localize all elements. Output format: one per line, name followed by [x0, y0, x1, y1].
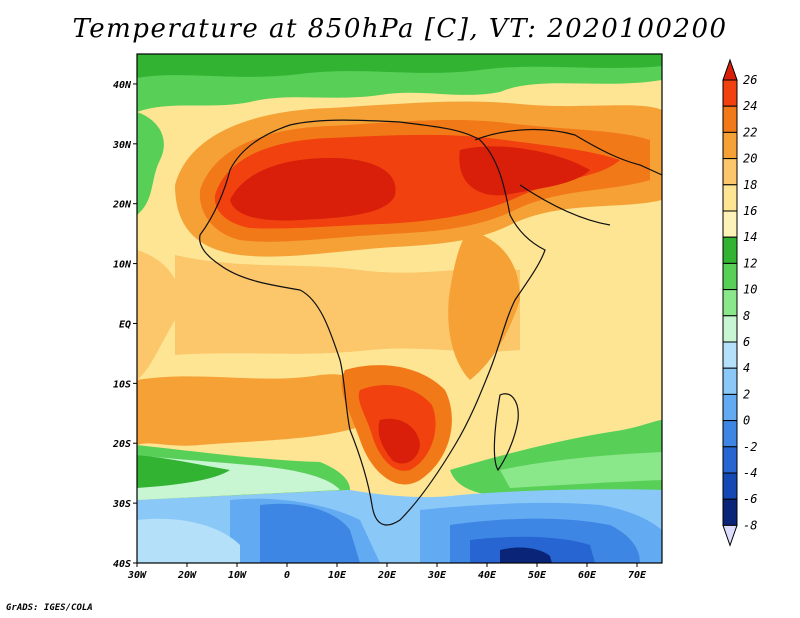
colorbar-label: 12 [743, 256, 757, 270]
x-tick-label: 10W [228, 570, 247, 581]
y-tick-label: 10S [113, 379, 131, 390]
colorbar-label: 8 [743, 309, 750, 323]
colorbar-swatch [722, 236, 738, 264]
colorbar-swatch [722, 289, 738, 317]
colorbar-swatch [722, 393, 738, 422]
colorbar-swatch [722, 79, 738, 107]
x-tick-label: 30E [427, 570, 447, 581]
colorbar-swatch [722, 131, 738, 160]
colorbar-top-arrow [722, 58, 738, 81]
y-tick-label: 40N [113, 80, 132, 91]
colorbar-swatch [722, 105, 738, 133]
colorbar-label: 18 [743, 178, 757, 192]
colorbar-label: 6 [743, 335, 750, 349]
colorbar-label: -2 [743, 440, 757, 454]
y-tick-label: EQ [119, 319, 131, 330]
colorbar-label: 22 [743, 125, 757, 139]
x-tick-label: 0 [284, 570, 290, 581]
x-tick-label: 20W [177, 570, 197, 581]
grads-credit: GrADS: IGES/COLA [6, 603, 93, 613]
y-tick-label: 30S [112, 499, 131, 510]
plot-title: Temperature at 850hPa [C], VT: 202010020… [72, 14, 728, 44]
colorbar-swatch [722, 210, 738, 238]
x-tick-label: 40E [478, 570, 497, 581]
colorbar-swatch [722, 158, 738, 186]
y-tick-label: 30N [112, 140, 132, 151]
map-frame [136, 53, 663, 564]
colorbar-label: 16 [743, 204, 757, 218]
colorbar-label: 20 [743, 152, 757, 166]
colorbar-label: 10 [743, 283, 757, 297]
y-axis: 40N 30N 20N 10N EQ 10S 20S 30S 40S [112, 80, 137, 570]
colorbar-swatch [722, 420, 738, 448]
colorbar-label: 0 [743, 414, 750, 428]
y-tick-label: 10N [113, 260, 132, 271]
x-axis: 30W 20W 10W 0 10E 20E 30E 40E 50E 60E 70E [127, 563, 647, 581]
y-tick-label: 20N [112, 200, 132, 211]
colorbar-swatch [722, 498, 738, 526]
x-tick-label: 70E [628, 570, 647, 581]
colorbar-bottom-arrow [722, 524, 738, 547]
coastline [199, 119, 662, 526]
colorbar-swatch [722, 446, 738, 474]
x-tick-label: 20E [377, 570, 397, 581]
colorbar-swatch [722, 262, 738, 291]
y-tick-label: 40S [113, 559, 131, 570]
colorbar-label: -8 [743, 518, 757, 532]
colorbar-label: 4 [743, 361, 750, 375]
colorbar-label: 26 [743, 73, 757, 87]
x-tick-label: 30W [127, 570, 147, 581]
colorbar-label: 2 [743, 387, 750, 401]
colorbar-label: 14 [743, 230, 757, 244]
x-tick-label: 60E [578, 570, 597, 581]
colorbar-swatch [722, 341, 738, 369]
temperature-field [137, 54, 662, 563]
y-tick-label: 20S [112, 439, 131, 450]
colorbar-label: -4 [743, 466, 757, 480]
colorbar-label: 24 [743, 99, 757, 113]
x-tick-label: 50E [528, 570, 547, 581]
colorbar-swatch [722, 315, 738, 343]
x-tick-label: 10E [328, 570, 347, 581]
colorbar-label: -6 [743, 492, 757, 506]
colorbar-swatch [722, 367, 738, 395]
colorbar-swatch [722, 184, 738, 212]
colorbar-swatch [722, 472, 738, 500]
